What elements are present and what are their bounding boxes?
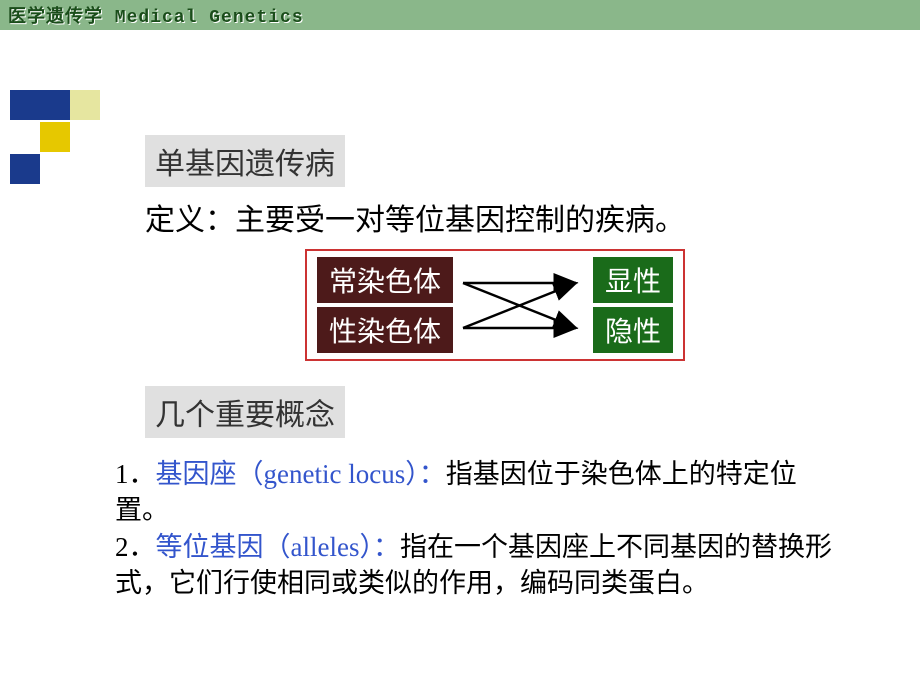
concept-1: 1．基因座（genetic locus）：指基因位于染色体上的特定位置。 (115, 456, 835, 529)
section2-title: 几个重要概念 (145, 386, 345, 438)
deco-square (40, 90, 70, 120)
concept1-english: genetic locus (264, 459, 406, 489)
cross-arrows-icon (458, 263, 588, 348)
autosome-box: 常染色体 (317, 257, 453, 303)
concept1-term: 基因座（ (156, 459, 264, 489)
deco-square (10, 90, 40, 120)
main-content: 单基因遗传病 定义：主要受一对等位基因控制的疾病。 常染色体 性染色体 显性 (145, 135, 845, 602)
concept-list: 1．基因座（genetic locus）：指基因位于染色体上的特定位置。 2．等… (115, 456, 835, 602)
header-title: 医学遗传学 Medical Genetics (0, 0, 920, 30)
chromosome-column: 常染色体 性染色体 (317, 257, 453, 353)
deco-square (70, 90, 100, 120)
concept1-number: 1． (115, 459, 156, 489)
section1-title: 单基因遗传病 (145, 135, 345, 187)
section1-definition: 定义：主要受一对等位基因控制的疾病。 (145, 195, 845, 239)
deco-square (40, 122, 70, 152)
dominance-column: 显性 隐性 (593, 257, 673, 353)
concept-2: 2．等位基因（alleles）：指在一个基因座上不同基因的替换形式，它们行使相同… (115, 529, 835, 602)
dominant-box: 显性 (593, 257, 673, 303)
concept1-close: ）： (405, 459, 446, 489)
decorative-squares (0, 90, 120, 190)
deco-square (10, 122, 40, 152)
deco-square (10, 154, 40, 184)
recessive-box: 隐性 (593, 307, 673, 353)
concept2-number: 2． (115, 532, 156, 562)
concept2-english: alleles (291, 532, 360, 562)
concept2-close: ）： (359, 532, 400, 562)
inheritance-diagram: 常染色体 性染色体 显性 隐性 (305, 249, 685, 361)
diagram-container: 常染色体 性染色体 显性 隐性 (145, 249, 845, 361)
concept2-term: 等位基因（ (156, 532, 291, 562)
sex-chromosome-box: 性染色体 (317, 307, 453, 353)
